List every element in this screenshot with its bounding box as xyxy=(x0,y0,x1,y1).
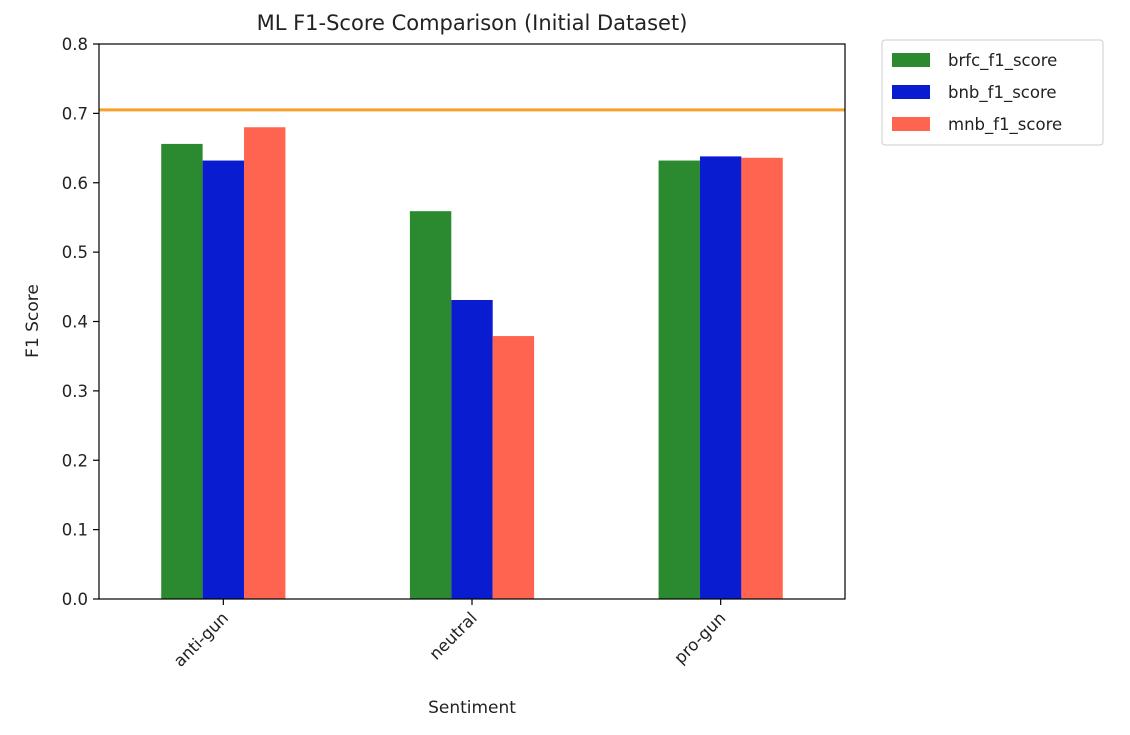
bar-bnb_f1_score-anti-gun xyxy=(202,160,245,600)
bar-mnb_f1_score-neutral xyxy=(492,336,535,599)
y-tick-label: 0.6 xyxy=(62,174,88,193)
y-axis-label: F1 Score xyxy=(23,284,43,358)
bar-brfc_f1_score-pro-gun xyxy=(658,160,700,600)
x-axis-label: Sentiment xyxy=(428,698,516,718)
y-tick-label: 0.3 xyxy=(62,382,88,401)
legend-swatch-bnb_f1_score xyxy=(892,85,930,99)
legend-label-bnb_f1_score: bnb_f1_score xyxy=(948,83,1057,103)
legend-label-mnb_f1_score: mnb_f1_score xyxy=(948,115,1062,135)
bar-mnb_f1_score-anti-gun xyxy=(244,127,286,599)
bar-bnb_f1_score-neutral xyxy=(451,299,493,599)
legend: brfc_f1_score bnb_f1_score mnb_f1_score xyxy=(881,39,1104,146)
y-tick-label: 0.0 xyxy=(62,590,88,609)
y-tick-label: 0.8 xyxy=(62,35,88,54)
y-tick-label: 0.5 xyxy=(62,243,88,262)
y-tick-label: 0.2 xyxy=(62,451,88,470)
y-ticks-layer: 0.0 0.1 0.2 0.3 0.4 0.5 0.6 0.7 0.8 xyxy=(62,35,99,609)
y-tick-label: 0.1 xyxy=(62,521,88,540)
y-tick-label: 0.4 xyxy=(62,313,88,332)
legend-frame xyxy=(881,39,1104,146)
bar-brfc_f1_score-neutral xyxy=(409,211,452,599)
bar-mnb_f1_score-pro-gun xyxy=(741,157,783,599)
legend-swatch-mnb_f1_score xyxy=(892,117,930,131)
chart-title: ML F1-Score Comparison (Initial Dataset) xyxy=(257,11,688,35)
y-tick-label: 0.7 xyxy=(62,104,88,123)
legend-label-brfc_f1_score: brfc_f1_score xyxy=(948,51,1057,71)
bar-bnb_f1_score-pro-gun xyxy=(699,156,742,599)
legend-items: brfc_f1_score bnb_f1_score mnb_f1_score xyxy=(892,51,1062,135)
legend-swatch-brfc_f1_score xyxy=(892,53,930,67)
bar-brfc_f1_score-anti-gun xyxy=(161,143,203,599)
bars-layer xyxy=(161,127,783,600)
